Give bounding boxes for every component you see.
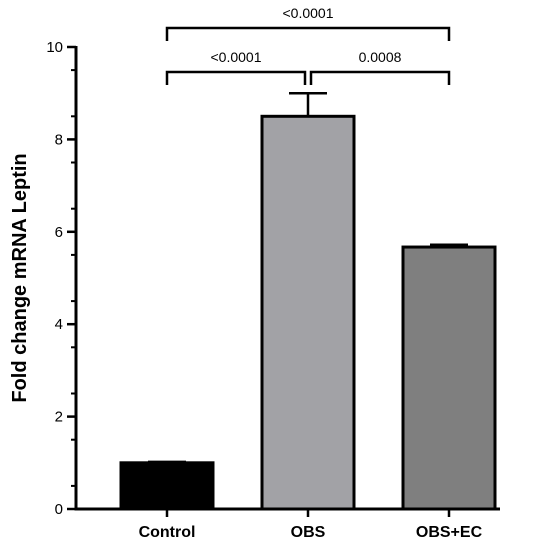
y-tick-label: 0 bbox=[55, 501, 63, 518]
p-value-label: <0.0001 bbox=[211, 49, 262, 65]
p-value-label: <0.0001 bbox=[283, 5, 334, 21]
x-tick-label: Control bbox=[139, 524, 196, 541]
bar bbox=[401, 245, 497, 511]
significance-brackets: <0.0001 0.0008 <0.0001 bbox=[165, 5, 451, 85]
significance-bracket bbox=[165, 26, 451, 41]
y-tick-label: 6 bbox=[55, 224, 63, 241]
x-tick-label: OBS+EC bbox=[416, 524, 483, 541]
significance-bracket bbox=[309, 70, 451, 85]
y-tick-label: 10 bbox=[46, 39, 63, 56]
y-axis-label: Fold change mRNA Leptin bbox=[9, 153, 31, 402]
bars: Control OBS OBS+EC bbox=[119, 91, 497, 541]
y-tick-label: 4 bbox=[55, 316, 63, 333]
p-value-label: 0.0008 bbox=[359, 49, 402, 65]
bar bbox=[119, 461, 215, 511]
significance-bracket bbox=[165, 70, 307, 85]
y-tick-label: 8 bbox=[55, 131, 63, 148]
y-tick-label: 2 bbox=[55, 409, 63, 426]
bar bbox=[260, 114, 356, 511]
x-tick-label: OBS bbox=[291, 524, 326, 541]
